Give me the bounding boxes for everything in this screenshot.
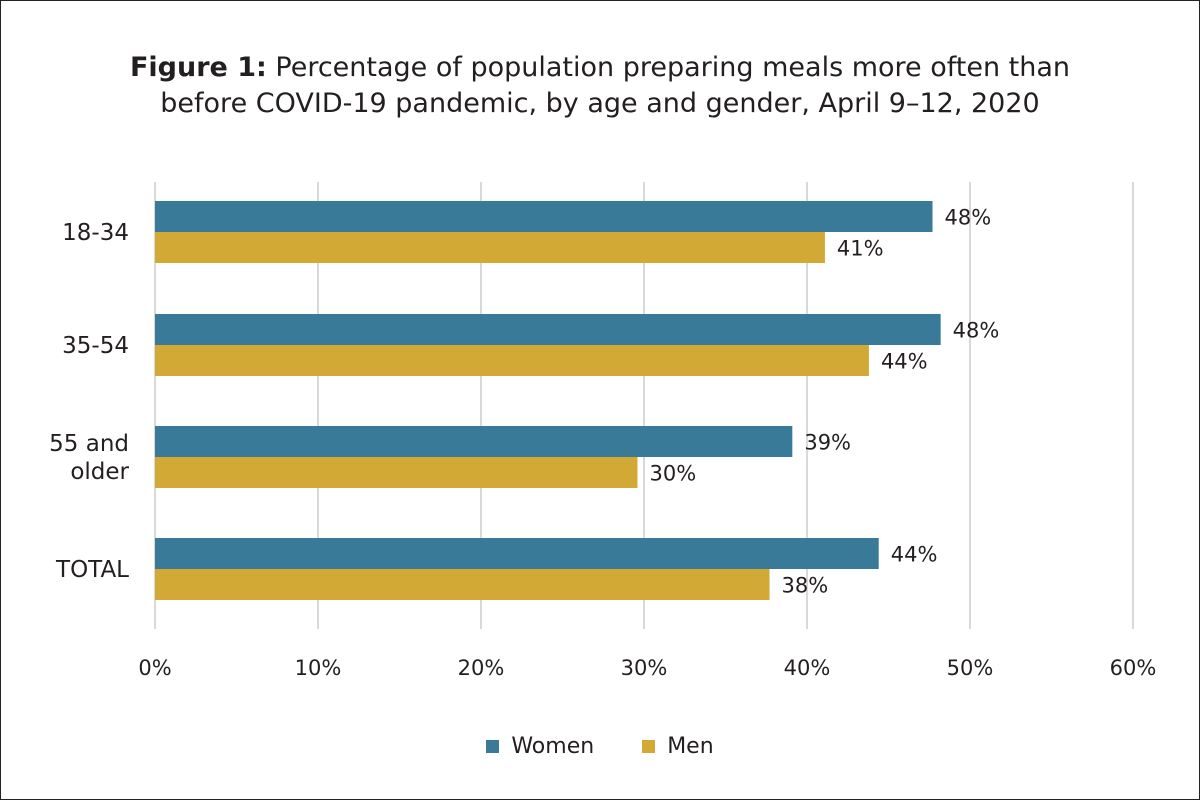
x-tick-label: 20% bbox=[458, 656, 505, 680]
bar-women bbox=[155, 201, 933, 232]
data-label: 30% bbox=[649, 462, 696, 486]
category-label-line: 55 and bbox=[49, 431, 129, 457]
data-label: 41% bbox=[837, 237, 884, 261]
category-label: TOTAL bbox=[55, 557, 129, 583]
category-label: 35-54 bbox=[62, 333, 129, 359]
category-label-line: 18-34 bbox=[62, 220, 129, 246]
legend-item-women: Women bbox=[486, 734, 594, 759]
data-label: 48% bbox=[945, 206, 992, 230]
x-tick-label: 10% bbox=[295, 656, 342, 680]
title-line-1: Figure 1: Percentage of population prepa… bbox=[1, 50, 1199, 86]
bar-men bbox=[155, 232, 825, 263]
x-tick-label: 50% bbox=[947, 656, 994, 680]
legend-swatch-women bbox=[486, 740, 500, 753]
title-line-2: before COVID-19 pandemic, by age and gen… bbox=[160, 88, 1040, 119]
x-tick-label: 60% bbox=[1110, 656, 1157, 680]
data-label: 38% bbox=[782, 574, 829, 598]
category-label: 18-34 bbox=[62, 220, 129, 246]
x-tick-label: 0% bbox=[138, 656, 171, 680]
legend-swatch-men bbox=[642, 740, 656, 753]
legend-label-women: Women bbox=[511, 734, 595, 759]
title-line-1-rest: Percentage of population preparing meals… bbox=[266, 52, 1071, 83]
category-label-line: older bbox=[70, 459, 129, 485]
legend-item-men: Men bbox=[642, 734, 714, 759]
chart-title: Figure 1: Percentage of population prepa… bbox=[1, 50, 1199, 122]
bar-women bbox=[155, 314, 941, 345]
title-lead: Figure 1: bbox=[129, 52, 267, 83]
data-label: 48% bbox=[953, 319, 1000, 343]
x-tick-label: 30% bbox=[621, 656, 668, 680]
legend-label-men: Men bbox=[667, 734, 714, 759]
x-tick-label: 40% bbox=[784, 656, 831, 680]
bar-men bbox=[155, 345, 869, 376]
bar-men bbox=[155, 457, 638, 488]
category-label-line: TOTAL bbox=[55, 557, 129, 583]
bar-women bbox=[155, 426, 793, 457]
bar-men bbox=[155, 569, 770, 600]
legend: Women Men bbox=[1, 734, 1199, 759]
category-label-line: 35-54 bbox=[62, 333, 129, 359]
category-label: 55 and older bbox=[49, 431, 129, 485]
data-label: 39% bbox=[804, 431, 851, 455]
data-label: 44% bbox=[881, 350, 928, 374]
data-label: 44% bbox=[891, 543, 938, 567]
bar-women bbox=[155, 538, 879, 569]
